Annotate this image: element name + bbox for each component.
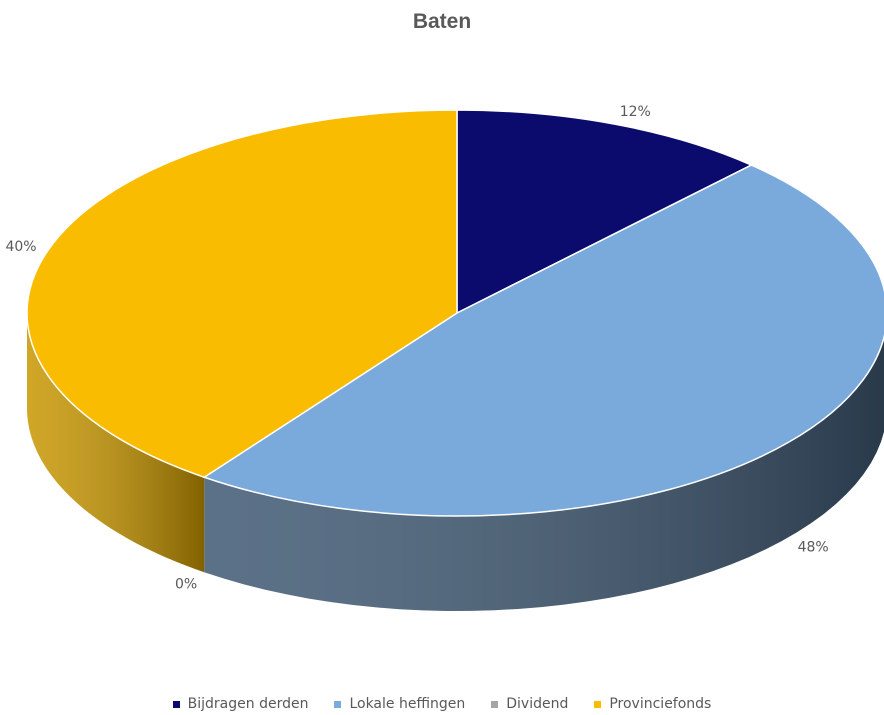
legend: Bijdragen derden Lokale heffingen Dividend… bbox=[0, 696, 884, 712]
legend-item-provinciefonds: Provinciefonds bbox=[594, 696, 711, 712]
legend-item-lokale-heffingen: Lokale heffingen bbox=[334, 696, 465, 712]
data-label-lokale-heffingen: 48% bbox=[798, 539, 829, 555]
legend-swatch bbox=[172, 700, 180, 708]
legend-swatch bbox=[594, 700, 602, 708]
pie-slice-lokale-heffingen bbox=[202, 164, 884, 517]
legend-label: Bijdragen derden bbox=[187, 696, 309, 712]
chart-title: Baten bbox=[412, 10, 472, 33]
legend-label: Dividend bbox=[506, 696, 569, 712]
pie-side-provinciefonds bbox=[27, 313, 205, 573]
pie-chart: 12% 48% 0% 40% bbox=[5, 104, 884, 611]
data-label-dividend: 0% bbox=[175, 577, 197, 593]
legend-item-bijdragen-derden: Bijdragen derden bbox=[172, 696, 309, 712]
data-label-provinciefonds: 40% bbox=[5, 239, 36, 255]
legend-label: Provinciefonds bbox=[609, 696, 712, 712]
legend-item-dividend: Dividend bbox=[491, 696, 568, 712]
legend-swatch bbox=[334, 700, 342, 708]
legend-swatch bbox=[491, 700, 499, 708]
pie-slice-bijdragen-derden bbox=[456, 109, 754, 315]
pie-side-lokale-heffingen bbox=[204, 336, 884, 611]
legend-label: Lokale heffingen bbox=[349, 696, 466, 712]
data-label-bijdragen-derden: 12% bbox=[620, 104, 651, 120]
pie-slice-provinciefonds bbox=[26, 109, 458, 479]
